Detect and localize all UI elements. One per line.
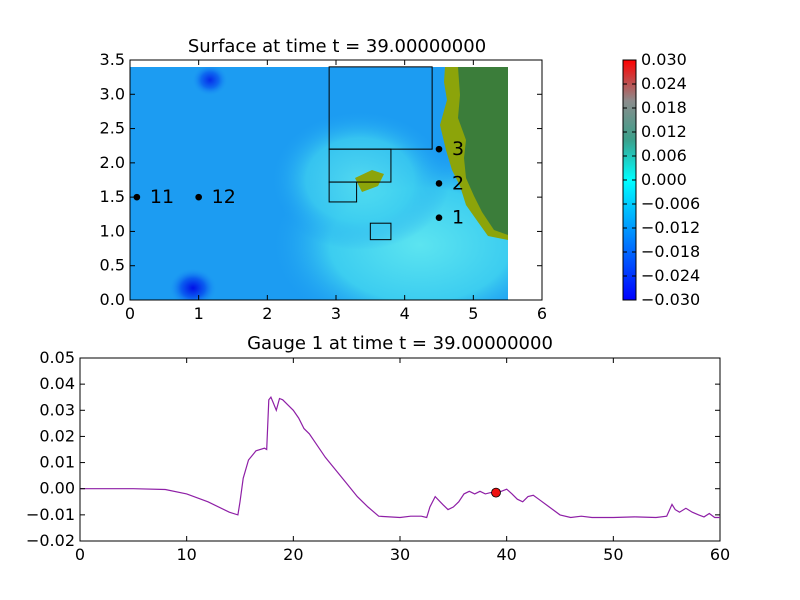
gauge-y-tick-label: 0.05 [39,348,75,367]
surface-x-tick-label: 1 [194,304,204,323]
gauge-label: 1 [452,207,464,229]
gauge-y-tick-label: 0.04 [39,374,75,393]
gauge-y-tick-label: 0.01 [39,453,75,472]
dry-land-olive-patch [355,170,384,192]
gauge-y-tick-label: −0.01 [26,505,75,524]
gauge-x-tick-label: 40 [496,545,516,564]
colorbar-tick-label: −0.018 [641,242,700,261]
surface-x-tick-label: 4 [400,304,410,323]
surface-y-tick-label: 1.0 [100,221,125,240]
surface-y-tick-label: 2.0 [100,153,125,172]
colorbar-tick-label: 0.024 [641,74,687,93]
colorbar-tick-label: −0.024 [641,266,700,285]
surface-y-tick-label: 2.5 [100,119,125,138]
surface-y-tick-label: 1.5 [100,187,125,206]
colorbar-tick-label: 0.006 [641,146,687,165]
colorbar-tick-label: −0.006 [641,194,700,213]
gauge-y-tick-label: 0.00 [39,479,75,498]
gauge-y-tick-label: −0.02 [26,531,75,550]
surface-x-tick-label: 2 [262,304,272,323]
colorbar-tick-label: 0.000 [641,170,687,189]
colorbar-tick-label: 0.012 [641,122,687,141]
surface-plot-title: Surface at time t = 39.00000000 [188,36,486,57]
colorbar-tick-label: −0.012 [641,218,700,237]
surface-x-tick-label: 6 [537,304,547,323]
current-time-marker [491,487,501,498]
surface-y-tick-label: 3.5 [100,50,125,69]
deep-trough-top [192,67,228,96]
gauge-label: 3 [452,138,464,160]
gauge-y-ticks: −0.02 −0.01 0.00 0.01 0.02 0.03 0.04 0.05 [26,348,720,550]
surface-x-tick-label: 5 [468,304,478,323]
gauge-y-tick-label: 0.03 [39,400,75,419]
gauge-x-tick-label: 50 [603,545,623,564]
surface-y-tick-label: 0.5 [100,256,125,275]
surface-field [130,67,508,300]
gauge-point [195,193,202,201]
colorbar-ticks: 0.030 0.024 0.018 0.012 0.006 0.000 −0.006 −0.0… [623,50,700,309]
gauge-x-tick-label: 10 [176,545,196,564]
surface-x-tick-label: 3 [331,304,341,323]
gauge-x-tick-label: 60 [710,545,730,564]
gauge-y-tick-label: 0.02 [39,426,75,445]
surface-y-tick-label: 3.0 [100,84,125,103]
surface-x-tick-label: 0 [125,304,135,323]
refinement-patch-box [369,222,392,241]
surface-y-tick-label: 0.0 [100,290,125,309]
deep-trough-bottom [169,268,217,300]
colorbar-tick-label: 0.030 [641,50,687,69]
gauge-plot-title: Gauge 1 at time t = 39.00000000 [247,333,553,354]
gauge-label: 12 [212,186,236,208]
gauge-1-series-line [80,396,720,519]
colorbar-tick-label: −0.030 [641,290,700,309]
gauge-point [435,214,443,222]
gauge-x-tick-label: 20 [283,545,303,564]
surface-y-ticks: 0.0 0.5 1.0 1.5 2.0 2.5 3.0 3.5 [100,50,542,309]
gauge-x-ticks: 0 10 20 30 40 50 60 [75,358,730,564]
colorbar-tick-label: 0.018 [641,98,687,117]
gauge-axes-frame [79,357,721,542]
gauge-point [133,193,141,201]
gauge-point [435,145,443,153]
gauge-point [435,180,443,187]
dry-land-green [458,67,508,235]
gauge-label: 11 [150,186,174,208]
refinement-patches [328,66,433,241]
gauge-x-tick-label: 0 [75,545,85,564]
gauge-label: 2 [452,172,464,194]
gauge-x-tick-label: 30 [390,545,410,564]
refinement-patch-box [328,181,358,203]
refinement-patch-box [328,148,392,183]
